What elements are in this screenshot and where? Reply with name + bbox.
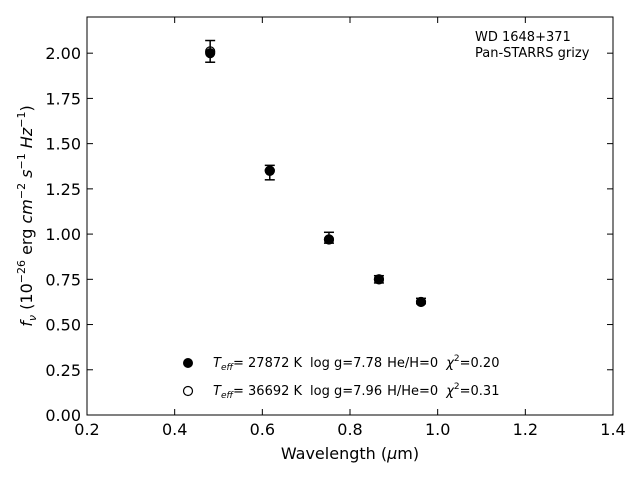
legend-entry-2: Teff= 36692 K log g=7.96 H/He=0 χ2=0.31 [213, 382, 499, 401]
legend-teff-sub-2: eff [221, 391, 235, 401]
annotation-line-2: Pan-STARRS grizy [475, 46, 590, 61]
x-axis-label: Wavelength (μm) [281, 444, 419, 463]
x-tick-label: 1.2 [513, 420, 538, 439]
x-axis-label-pre: Wavelength ( [281, 444, 387, 463]
x-tick-label: 0.4 [162, 420, 187, 439]
x-tick-label: 0.2 [74, 420, 99, 439]
y-axis-ticks: 0.00 0.25 0.50 0.75 1.00 1.25 1.50 1.75 2.00 [45, 44, 613, 425]
legend-chi-value-2: =0.31 [460, 384, 500, 399]
y-axis-label-f: f [17, 319, 36, 327]
legend-chi-exp-1: 2 [454, 354, 460, 364]
y-axis-label-exp2: −2 [15, 183, 28, 199]
legend-comp-2: H/He=0 [387, 384, 438, 399]
y-tick-label: 0.75 [45, 270, 81, 289]
y-axis-label-exp3: −1 [15, 153, 28, 169]
legend-chi-2: χ [445, 384, 455, 399]
legend-logg-2: log g=7.96 [310, 384, 382, 399]
y-axis-label-exp1: −26 [15, 260, 28, 283]
open-point [205, 46, 216, 57]
y-axis-label: fν (10−26 erg cm−2 s−1 Hz−1) [15, 105, 39, 326]
legend-chi-exp-2: 2 [454, 382, 460, 392]
legend-entry-1: Teff= 27872 K log g=7.78 He/H=0 χ2=0.20 [213, 354, 499, 373]
legend-marker-open [182, 385, 194, 397]
x-tick-label: 0.8 [337, 420, 362, 439]
open-point [415, 296, 427, 308]
y-tick-label: 1.25 [45, 180, 81, 199]
x-axis-ticks: 0.2 0.4 0.6 0.8 1.0 1.2 1.4 [74, 17, 626, 439]
x-tick-label: 1.0 [425, 420, 450, 439]
open-point [373, 274, 385, 285]
y-axis-label-s: s [17, 170, 36, 183]
y-tick-label: 0.25 [45, 361, 81, 380]
legend-teff-value-1: = 27872 K [233, 356, 303, 371]
y-tick-label: 1.00 [45, 225, 81, 244]
y-axis-label-close: ) [17, 105, 36, 111]
legend-teff-sub-1: eff [221, 363, 235, 373]
open-point [323, 234, 335, 245]
y-axis-label-nu: ν [26, 315, 39, 321]
y-tick-label: 2.00 [45, 44, 81, 63]
y-axis-label-cm: cm [17, 199, 36, 223]
x-axis-label-post: m) [397, 444, 419, 463]
data-markers [205, 46, 427, 308]
y-tick-label: 1.75 [45, 89, 81, 108]
legend-marker-filled [183, 358, 193, 368]
legend-chi-value-1: =0.20 [460, 356, 500, 371]
open-point [264, 165, 275, 176]
plot-area [86, 16, 614, 416]
y-axis-label-open: (10 [17, 283, 36, 315]
legend-teff-value-2: = 36692 K [233, 384, 303, 399]
x-tick-label: 0.6 [250, 420, 275, 439]
legend-comp-1: He/H=0 [387, 356, 438, 371]
y-axis-label-hz: Hz [17, 127, 36, 153]
y-tick-label: 1.50 [45, 135, 81, 154]
x-tick-label: 1.4 [600, 420, 625, 439]
y-tick-label: 0.00 [45, 406, 81, 425]
legend-logg-1: log g=7.78 [310, 356, 382, 371]
annotation-line-1: WD 1648+371 [475, 30, 571, 45]
y-tick-label: 0.50 [45, 316, 81, 335]
y-axis-label-erg: erg [17, 224, 36, 260]
legend-teff-symbol-2: T [213, 384, 222, 399]
x-axis-label-mu: μ [386, 444, 397, 463]
y-axis-label-exp4: −1 [15, 112, 28, 128]
legend-teff-symbol-1: T [213, 356, 222, 371]
legend-chi-1: χ [445, 356, 455, 371]
